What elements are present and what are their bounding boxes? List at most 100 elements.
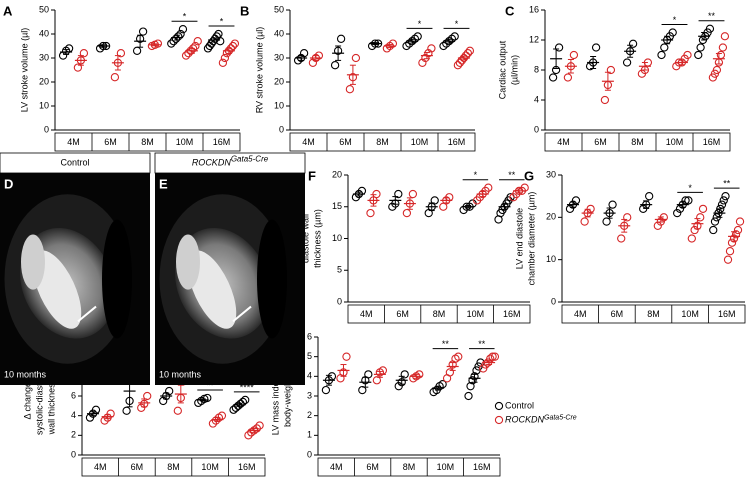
data-point <box>571 196 581 205</box>
data-point <box>705 24 715 33</box>
data-point <box>122 406 131 415</box>
data-point <box>351 53 361 63</box>
data-point <box>712 65 722 75</box>
data-point <box>408 189 418 199</box>
y-tick-label: 20 <box>546 212 556 222</box>
y-tick-label: 0 <box>534 124 539 134</box>
data-point <box>569 50 579 60</box>
data-point <box>710 217 720 226</box>
x-tick-label: 10M <box>467 309 485 319</box>
panel-letter: E <box>159 176 168 191</box>
data-point <box>721 192 730 201</box>
data-point <box>73 63 83 72</box>
data-point <box>439 41 448 51</box>
data-point <box>238 397 248 407</box>
x-tick-label: 4M <box>302 137 315 147</box>
y-tick-label: 16 <box>529 4 539 14</box>
data-point <box>165 386 174 396</box>
data-point <box>430 196 439 205</box>
y-axis-label: Cardiac output <box>497 40 507 99</box>
data-point <box>220 53 230 63</box>
y-axis-label: LV stroke volume (µl) <box>19 28 29 113</box>
data-point <box>608 200 617 209</box>
x-tick-label: 4M <box>330 462 343 472</box>
data-point <box>211 416 221 425</box>
data-point <box>193 37 202 46</box>
data-point <box>205 41 214 51</box>
legend-marker <box>494 401 504 411</box>
panel-letter: A <box>3 3 13 18</box>
category-row <box>54 132 241 152</box>
significance-label: * <box>673 15 677 25</box>
data-point <box>696 213 705 222</box>
significance-label: ** <box>508 170 516 180</box>
data-point <box>228 41 238 51</box>
y-tick-label: 20 <box>39 76 49 86</box>
x-tick-label: 6M <box>339 137 352 147</box>
legend-label-text: ROCKDN <box>505 415 545 425</box>
image-title: ROCKDNGata5-Cre <box>192 155 269 168</box>
data-point <box>675 204 685 214</box>
image-title-text: Control <box>60 158 89 168</box>
data-point <box>718 43 728 52</box>
x-tick-label: 16M <box>703 137 721 147</box>
y-tick-label: 20 <box>332 169 342 179</box>
y-tick-label: 0 <box>279 124 284 134</box>
data-point <box>690 225 699 235</box>
x-tick-label: 10M <box>411 137 429 147</box>
x-tick-label: 4M <box>67 137 80 147</box>
y-tick-label: 50 <box>39 4 49 14</box>
x-tick-label: 16M <box>213 137 231 147</box>
data-point <box>723 255 733 264</box>
x-tick-label: 8M <box>433 309 446 319</box>
mri-chamber <box>32 250 82 329</box>
panel-letter: B <box>240 3 249 18</box>
category-row <box>317 457 501 477</box>
x-tick-label: 10M <box>437 462 455 472</box>
panel-letter: F <box>308 168 316 183</box>
x-tick-label: 4M <box>94 462 107 472</box>
image-caption: 10 months <box>159 369 202 379</box>
x-tick-label: 6M <box>396 309 409 319</box>
y-tick-label: 0 <box>551 296 556 306</box>
data-point <box>681 196 690 205</box>
measurement-line <box>232 305 252 323</box>
data-point <box>720 32 730 41</box>
y-axis-label: body-weight (g) <box>282 365 292 427</box>
data-point <box>565 204 575 214</box>
data-point <box>116 49 126 58</box>
legend-label-text: Control <box>505 401 534 411</box>
data-point <box>445 368 455 377</box>
x-tick-label: 4M <box>360 309 373 319</box>
category-row <box>544 132 731 152</box>
x-tick-label: 16M <box>238 462 256 472</box>
mri-chamber <box>187 250 237 329</box>
x-tick-label: 8M <box>376 137 389 147</box>
significance-label: * <box>455 19 459 29</box>
x-tick-label: 6M <box>611 309 624 319</box>
data-point <box>330 61 340 70</box>
data-point <box>600 95 610 105</box>
y-tick-label: 10 <box>274 100 284 110</box>
x-tick-label: 6M <box>104 137 117 147</box>
data-point <box>464 391 473 401</box>
data-point <box>143 391 152 401</box>
significance-label: * <box>183 12 187 22</box>
x-tick-label: 6M <box>131 462 144 472</box>
data-point <box>668 28 677 37</box>
y-tick-label: 40 <box>39 28 49 38</box>
significance-label: * <box>474 170 478 180</box>
data-point <box>628 39 638 48</box>
x-tick-label: 8M <box>167 462 180 472</box>
x-tick-label: 8M <box>647 309 660 319</box>
x-tick-label: 10M <box>681 309 699 319</box>
y-axis-label: LV mass indexed to <box>270 357 280 435</box>
data-point <box>138 27 148 36</box>
data-point <box>230 39 240 48</box>
data-point <box>716 50 726 60</box>
category-row <box>347 304 531 324</box>
data-point <box>466 382 475 391</box>
data-point <box>453 61 463 70</box>
data-point <box>733 225 743 235</box>
